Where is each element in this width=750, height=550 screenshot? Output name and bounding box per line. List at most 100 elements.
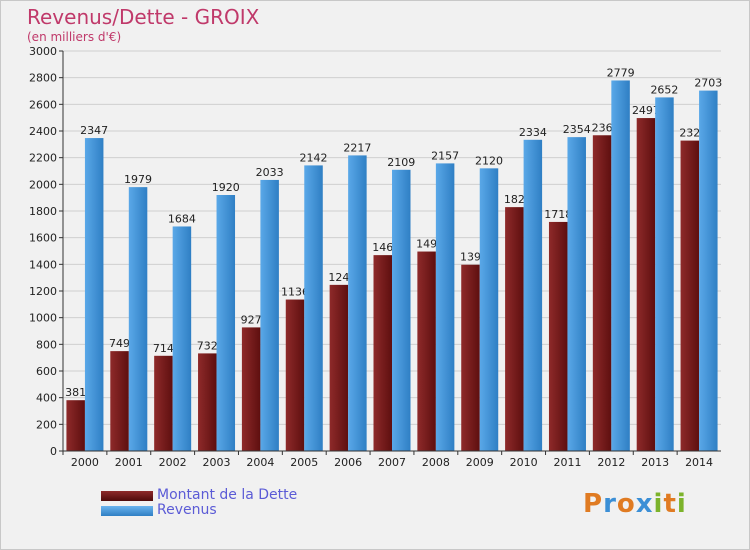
x-tick-label: 2002: [159, 456, 187, 469]
data-label-revenus-2005: 2142: [300, 151, 328, 164]
bar-dette-2006: [329, 284, 349, 451]
x-tick-label: 2012: [597, 456, 625, 469]
x-tick-label: 2008: [422, 456, 450, 469]
proxiti-logo: Proxiti: [583, 489, 687, 519]
y-tick-label: 1800: [29, 205, 57, 218]
data-label-dette-2014: 232: [679, 127, 700, 140]
data-label-revenus-2012: 2779: [607, 66, 635, 79]
data-label-dette-2000: 381: [65, 386, 86, 399]
data-label-dette-2008: 149: [416, 238, 437, 251]
bar-dette-2008: [417, 251, 436, 451]
x-tick-label: 2009: [466, 456, 494, 469]
logo-letter: r: [603, 489, 617, 519]
data-label-dette-2010: 182: [504, 193, 525, 206]
bar-revenus-2011: [567, 137, 586, 451]
y-tick-label: 1600: [29, 232, 57, 245]
y-tick-label: 2800: [29, 72, 57, 85]
data-label-dette-2011: 1718: [544, 208, 572, 221]
data-label-dette-2002: 714: [153, 342, 174, 355]
y-tick-label: 0: [50, 445, 57, 458]
data-label-revenus-2002: 1684: [168, 212, 196, 225]
x-tick-label: 2013: [641, 456, 669, 469]
y-tick-label: 2000: [29, 178, 57, 191]
data-label-dette-2012: 236: [592, 121, 613, 134]
data-label-dette-2007: 146: [372, 241, 393, 254]
bar-revenus-2002: [172, 226, 192, 451]
bar-dette-2004: [241, 327, 261, 451]
x-tick-label: 2001: [115, 456, 143, 469]
data-label-revenus-2008: 2157: [431, 149, 459, 162]
legend-swatch-revenus: [101, 506, 153, 516]
x-axis: 2000 2001 2002 2003 2004 2005 2006 2007 2008 2009…: [62, 450, 721, 469]
x-tick-label: 2003: [203, 456, 231, 469]
legend-swatch-dette: [101, 491, 153, 501]
bar-revenus-2005: [304, 165, 323, 451]
data-label-dette-2001: 749: [109, 337, 130, 350]
bars: 381 2347 749 1979 714 1684 732 1920 927 2033 1136 2…: [65, 66, 722, 452]
bar-dette-2013: [636, 118, 656, 452]
chart-subtitle: (en milliers d'€): [27, 30, 122, 44]
bar-dette-2010: [505, 207, 524, 451]
y-axis: 0 200 400 600 800 1000 1200 1400 1600 1800 2000 220…: [29, 45, 64, 458]
chart-title: Revenus/Dette - GROIX: [27, 5, 260, 29]
data-label-revenus-2013: 2652: [650, 83, 678, 96]
x-tick-label: 2014: [685, 456, 713, 469]
logo-letter: i: [676, 489, 687, 519]
bar-dette-2012: [592, 135, 612, 451]
bar-dette-2002: [154, 355, 173, 451]
bar-dette-2005: [285, 299, 305, 451]
y-tick-label: 400: [36, 392, 57, 405]
data-label-dette-2003: 732: [197, 339, 218, 352]
legend-label-dette: Montant de la Dette: [157, 487, 298, 503]
bar-revenus-2006: [348, 155, 367, 451]
data-label-revenus-2007: 2109: [387, 156, 415, 169]
bar-dette-2007: [373, 255, 392, 451]
bar-dette-2003: [198, 353, 217, 451]
x-tick-label: 2007: [378, 456, 406, 469]
logo-letter: t: [663, 489, 677, 519]
bar-dette-2000: [66, 400, 85, 451]
x-tick-label: 2000: [71, 456, 99, 469]
y-tick-label: 1400: [29, 258, 57, 271]
y-tick-label: 2400: [29, 125, 57, 138]
bar-revenus-2010: [523, 139, 543, 452]
data-label-revenus-2001: 1979: [124, 173, 152, 186]
x-tick-label: 2004: [246, 456, 274, 469]
y-tick-label: 1000: [29, 312, 57, 325]
y-tick-label: 1200: [29, 285, 57, 298]
bar-dette-2011: [548, 221, 568, 451]
bar-revenus-2004: [260, 179, 279, 451]
data-label-revenus-2004: 2033: [256, 166, 284, 179]
bar-revenus-2012: [611, 80, 630, 451]
data-label-revenus-2009: 2120: [475, 154, 503, 167]
bar-revenus-2001: [128, 187, 148, 451]
data-label-dette-2013: 2497: [632, 104, 660, 117]
logo-letter: o: [616, 489, 636, 519]
data-label-dette-2004: 927: [241, 313, 262, 326]
logo-letter: x: [635, 489, 654, 519]
data-label-revenus-2003: 1920: [212, 181, 240, 194]
legend-label-revenus: Revenus: [157, 502, 217, 518]
logo-letter: i: [653, 489, 664, 519]
x-tick-label: 2005: [290, 456, 318, 469]
data-label-dette-2006: 124: [328, 271, 349, 284]
y-tick-label: 200: [36, 418, 57, 431]
y-tick-label: 3000: [29, 45, 57, 58]
bar-revenus-2013: [655, 97, 674, 452]
bar-revenus-2000: [84, 138, 104, 452]
bar-revenus-2007: [392, 169, 411, 452]
bar-dette-2001: [110, 351, 129, 451]
bar-dette-2014: [680, 140, 700, 451]
bar-dette-2009: [461, 264, 480, 451]
y-tick-label: 2200: [29, 152, 57, 165]
bar-revenus-2009: [479, 168, 499, 452]
data-label-dette-2005: 1136: [281, 286, 309, 299]
x-tick-label: 2006: [334, 456, 362, 469]
data-label-revenus-2006: 2217: [343, 141, 371, 154]
y-tick-label: 800: [36, 338, 57, 351]
logo-letter: P: [583, 489, 604, 519]
data-label-revenus-2014: 2703: [694, 77, 722, 90]
bar-revenus-2014: [699, 90, 718, 451]
